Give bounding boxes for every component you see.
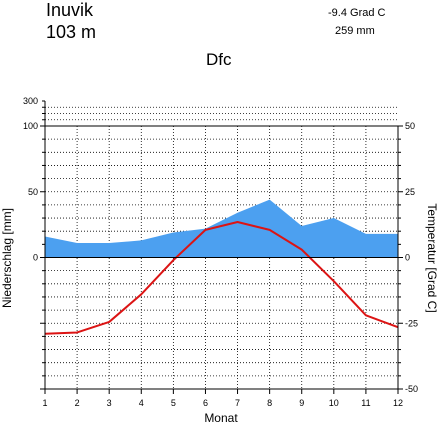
precipitation-area bbox=[45, 199, 398, 258]
x-tick-label: 6 bbox=[203, 398, 208, 408]
station-elevation: 103 m bbox=[46, 22, 97, 42]
x-tick-label: 10 bbox=[329, 398, 339, 408]
right-axis-label: Temperatur [Grad C] bbox=[425, 203, 439, 312]
left-tick-label: 50 bbox=[28, 187, 38, 197]
right-tick-label: 25 bbox=[405, 187, 415, 197]
station-name: Inuvik bbox=[46, 0, 94, 20]
climate-class: Dfc bbox=[206, 50, 232, 69]
right-tick-label: -25 bbox=[405, 318, 418, 328]
x-tick-label: 8 bbox=[267, 398, 272, 408]
left-tick-label: 300 bbox=[23, 96, 38, 106]
left-axis-label: Niederschlag [mm] bbox=[0, 208, 14, 308]
mean-temperature: -9.4 Grad C bbox=[328, 7, 386, 19]
x-tick-label: 12 bbox=[393, 398, 403, 408]
x-tick-label: 5 bbox=[171, 398, 176, 408]
x-tick-label: 9 bbox=[299, 398, 304, 408]
annual-precipitation: 259 mm bbox=[335, 25, 375, 37]
right-tick-label: 0 bbox=[405, 253, 410, 263]
right-tick-label: -50 bbox=[405, 384, 418, 394]
x-axis-label: Monat bbox=[204, 411, 238, 425]
x-tick-label: 2 bbox=[75, 398, 80, 408]
x-tick-label: 4 bbox=[139, 398, 144, 408]
plot-series bbox=[44, 199, 399, 335]
x-tick-label: 3 bbox=[107, 398, 112, 408]
x-tick-label: 11 bbox=[361, 398, 370, 408]
x-tick-label: 1 bbox=[42, 398, 47, 408]
grid bbox=[45, 106, 398, 389]
left-tick-label: 0 bbox=[33, 253, 38, 263]
left-tick-label: 100 bbox=[23, 121, 38, 131]
temperature-line bbox=[44, 221, 399, 335]
right-tick-label: 50 bbox=[405, 121, 415, 131]
x-tick-label: 7 bbox=[235, 398, 240, 408]
